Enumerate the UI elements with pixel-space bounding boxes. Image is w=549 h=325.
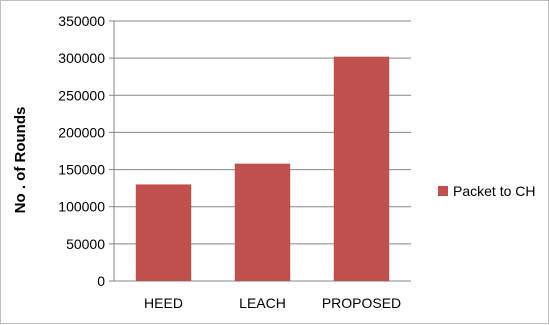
y-tick-label: 200000 [58, 124, 105, 140]
bar-leach [234, 163, 291, 281]
legend-label: Packet to CH [453, 183, 535, 199]
legend-swatch [438, 186, 448, 196]
x-tick-labels: HEED LEACH PROPOSED [144, 295, 401, 311]
bar-heed [135, 184, 192, 281]
y-tick-label: 300000 [58, 50, 105, 66]
y-tick-label: 350000 [58, 13, 105, 29]
x-tick-label: HEED [144, 295, 183, 311]
y-tick-label: 150000 [58, 162, 105, 178]
bar-proposed [333, 56, 390, 282]
y-tick-label: 100000 [58, 199, 105, 215]
y-tick-labels: 0 50000 100000 150000 200000 250000 300000 3500… [58, 13, 105, 289]
y-axis-title: No . of Rounds [12, 107, 29, 214]
y-tick-label: 250000 [58, 87, 105, 103]
y-tick-label: 50000 [66, 236, 105, 252]
bars [135, 56, 390, 282]
x-tick-label: PROPOSED [322, 295, 401, 311]
legend: Packet to CH [438, 183, 535, 199]
y-tick-label: 0 [97, 273, 105, 289]
x-tick-label: LEACH [239, 295, 286, 311]
